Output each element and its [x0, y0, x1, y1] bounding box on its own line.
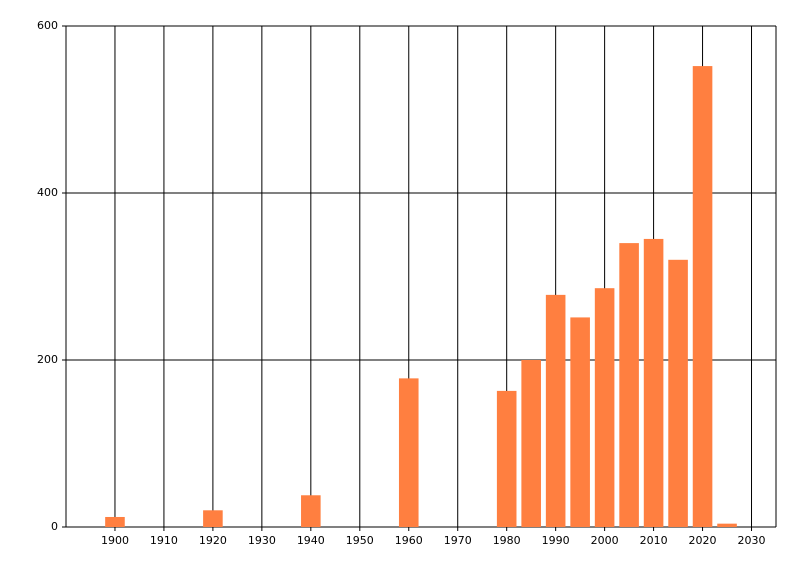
x-tick-label: 1930	[248, 534, 276, 547]
bar	[619, 243, 639, 527]
bar	[105, 516, 125, 527]
x-tick-label: 2020	[689, 534, 717, 547]
x-tick-label: 1990	[542, 534, 570, 547]
x-tick-label: 2010	[640, 534, 668, 547]
x-tick-label: 1950	[346, 534, 374, 547]
x-tick-label: 1980	[493, 534, 521, 547]
y-tick-label: 600	[37, 19, 58, 32]
bar	[545, 294, 566, 527]
x-tick-label: 2030	[738, 534, 766, 547]
y-tick-label: 200	[37, 353, 58, 366]
x-tick-label: 1900	[101, 534, 129, 547]
bar	[692, 66, 713, 527]
bar	[301, 495, 321, 527]
bar	[521, 360, 541, 527]
bar	[398, 378, 419, 527]
bar	[570, 317, 590, 527]
bar	[668, 259, 688, 527]
bar	[594, 288, 615, 527]
bar	[717, 523, 737, 527]
bar	[203, 510, 223, 527]
x-tick-label: 2000	[591, 534, 619, 547]
bar	[496, 390, 517, 527]
x-tick-label: 1960	[395, 534, 423, 547]
y-tick-label: 0	[51, 520, 58, 533]
y-tick-label: 400	[37, 186, 58, 199]
x-tick-label: 1970	[444, 534, 472, 547]
x-tick-label: 1920	[199, 534, 227, 547]
bar	[643, 238, 664, 528]
x-tick-label: 1940	[297, 534, 325, 547]
x-tick-label: 1910	[150, 534, 178, 547]
